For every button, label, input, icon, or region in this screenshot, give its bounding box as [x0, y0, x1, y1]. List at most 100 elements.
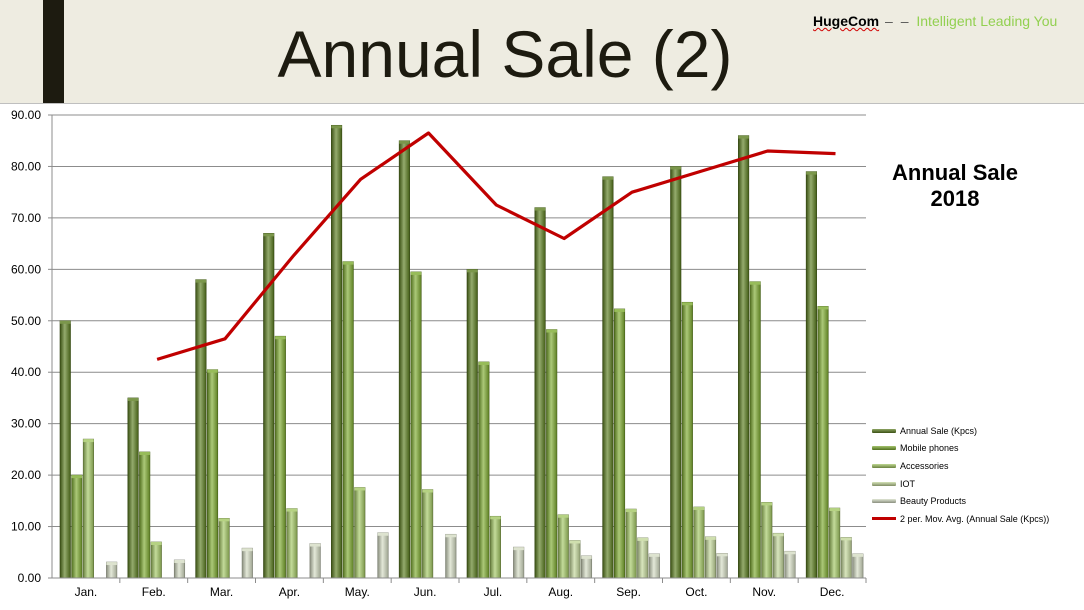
bar-cap — [749, 281, 761, 285]
bar — [693, 506, 705, 579]
accent-bar — [43, 0, 64, 103]
bar — [342, 261, 354, 579]
bar-cap — [761, 502, 773, 506]
bar-cap — [490, 516, 501, 520]
legend-swatch — [872, 481, 896, 486]
bar-cap — [581, 555, 592, 559]
bar — [840, 537, 852, 579]
brand-block: HugeCom – – Intelligent Leading You — [813, 13, 1057, 29]
bar-cap — [445, 534, 457, 538]
bar-cap — [410, 271, 422, 275]
bar — [784, 550, 796, 579]
bar-cap — [309, 543, 321, 547]
bar-cap — [71, 475, 83, 479]
y-tick-label: 0.00 — [18, 571, 42, 585]
bar-cap — [275, 336, 286, 340]
bar — [513, 546, 525, 579]
bar — [716, 553, 728, 579]
legend-swatch — [872, 428, 896, 433]
bar-cap — [558, 514, 569, 518]
x-tick-label: Mar. — [210, 585, 233, 599]
bar — [546, 329, 558, 579]
bar — [422, 489, 434, 579]
bar — [466, 269, 478, 579]
bar — [534, 207, 546, 579]
bar — [817, 306, 829, 579]
bar — [127, 397, 139, 579]
bar-cap — [286, 508, 298, 512]
bar-cap — [840, 537, 852, 541]
bar-cap — [817, 306, 829, 310]
bar — [206, 369, 219, 579]
bar-cap — [174, 559, 185, 563]
x-tick-label: Feb. — [142, 585, 166, 599]
y-tick-label: 70.00 — [11, 211, 41, 225]
bar-cap — [852, 553, 864, 557]
bar — [139, 451, 151, 579]
bar-cap — [637, 537, 648, 541]
bar-cap — [693, 507, 705, 511]
bar — [195, 279, 207, 579]
bar — [82, 438, 94, 579]
legend-line-swatch — [872, 517, 896, 521]
legend-entry: IOT — [872, 475, 1049, 493]
bar — [410, 271, 422, 579]
bar-cap — [534, 207, 546, 211]
bar-cap — [670, 166, 681, 170]
legend-swatch — [872, 446, 896, 451]
bar — [637, 537, 649, 579]
bar — [557, 514, 569, 579]
bar-cap — [263, 233, 274, 237]
bar — [681, 301, 693, 579]
bar — [772, 532, 784, 579]
bar-cap — [705, 536, 716, 540]
bar — [805, 171, 817, 579]
bar — [309, 543, 321, 579]
bar — [218, 518, 230, 579]
brand-slogan: Intelligent Leading You — [916, 13, 1058, 29]
bar — [445, 533, 457, 579]
brand-dash: – – — [885, 13, 911, 29]
legend-label: 2 per. Mov. Avg. (Annual Sale (Kpcs)) — [900, 513, 1050, 524]
bar-cap — [151, 541, 162, 545]
x-tick-label: Jun. — [414, 585, 437, 599]
bar — [150, 541, 162, 579]
moving-average-line — [156, 131, 836, 361]
x-tick-label: Sep. — [616, 585, 641, 599]
bar — [569, 540, 581, 579]
slide-title: Annual Sale (2) — [277, 17, 733, 91]
bar-cap — [625, 509, 637, 513]
y-tick-label: 10.00 — [11, 520, 41, 534]
bar-cap — [569, 540, 581, 544]
bar-cap — [127, 397, 139, 401]
bar-cap — [738, 135, 749, 139]
legend-label: Accessories — [900, 460, 949, 471]
y-tick-label: 20.00 — [11, 468, 41, 482]
bar — [738, 135, 750, 579]
legend-swatch — [872, 499, 896, 504]
bar — [602, 176, 614, 579]
bar-cap — [342, 261, 354, 265]
legend-label: IOT — [900, 478, 915, 489]
bar-cap — [784, 551, 796, 555]
legend-label: Beauty Products — [900, 496, 967, 507]
bar — [489, 515, 502, 579]
bar — [286, 508, 298, 579]
bar-cap — [467, 269, 478, 273]
bar — [241, 547, 253, 579]
y-tick-label: 90.00 — [11, 108, 41, 122]
bar-cap — [83, 439, 94, 443]
y-tick-label: 60.00 — [11, 262, 41, 276]
bar — [59, 320, 71, 579]
bar-cap — [207, 369, 218, 373]
bar — [398, 140, 410, 579]
legend-label: Mobile phones — [900, 443, 959, 454]
legend-entry: Beauty Products — [872, 492, 1049, 510]
bar — [377, 532, 389, 579]
bar — [478, 361, 490, 579]
bar-cap — [242, 548, 253, 552]
bar-cap — [139, 451, 150, 455]
bar-cap — [354, 487, 366, 491]
y-tick-label: 30.00 — [11, 417, 41, 431]
